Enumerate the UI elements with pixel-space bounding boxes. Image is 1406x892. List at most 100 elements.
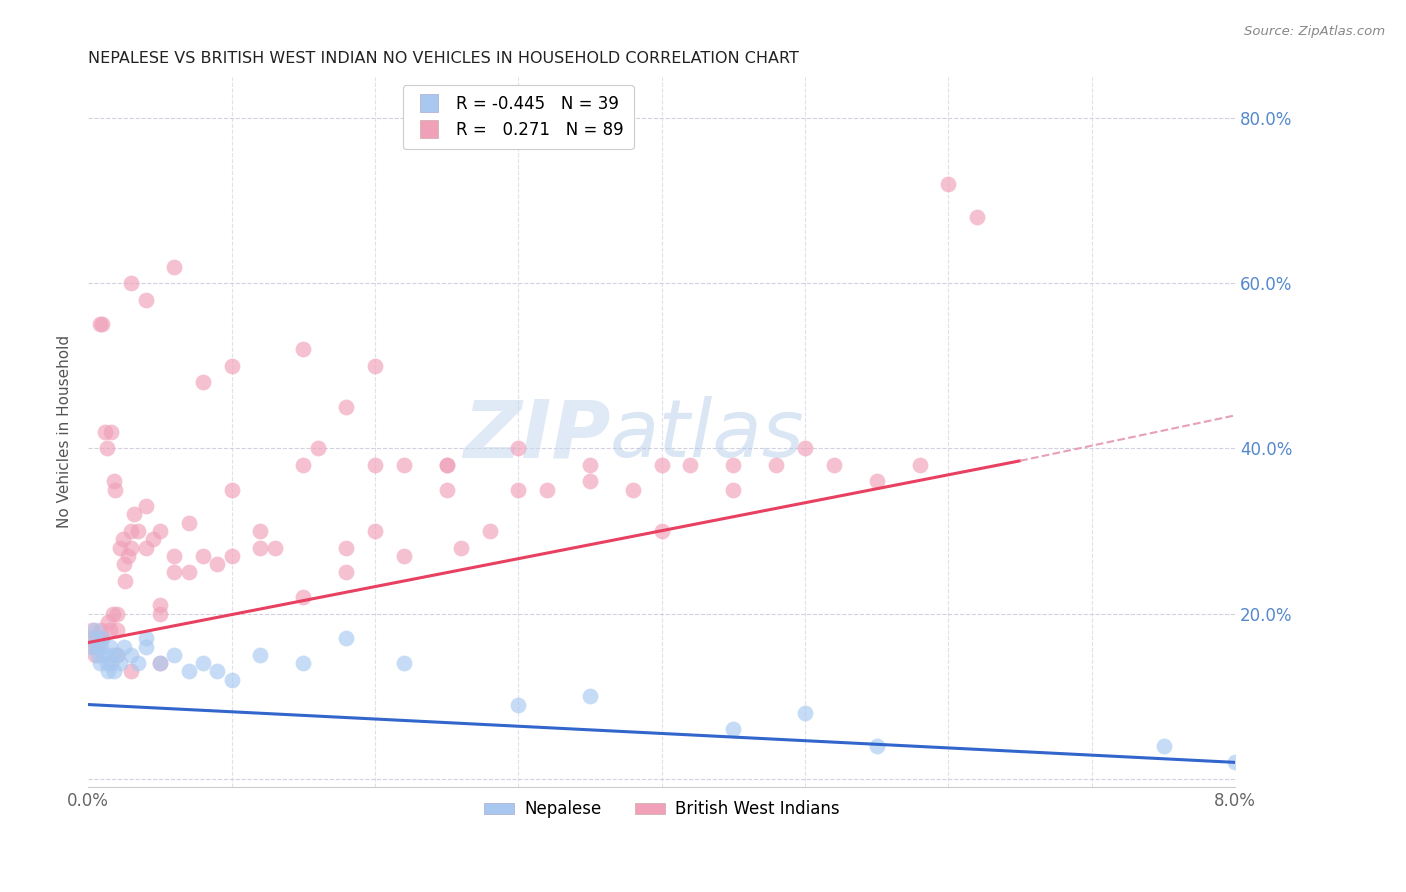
Point (87, 640, 110, 654)
Point (823, 458, 845, 472)
Point (866, 739, 889, 753)
Point (94, 425, 117, 439)
Point (221, 673, 243, 687)
Point (97, 665, 120, 679)
Point (335, 566, 357, 580)
Point (249, 648, 271, 662)
Point (292, 657, 315, 671)
Point (508, 442, 530, 456)
Point (794, 442, 817, 456)
Point (508, 698, 530, 712)
Point (114, 574, 136, 588)
Point (263, 541, 285, 555)
Point (392, 549, 415, 563)
Point (149, 607, 172, 621)
Point (679, 458, 702, 472)
Point (97, 615, 120, 629)
Point (122, 508, 145, 522)
Point (177, 665, 200, 679)
Point (86, 640, 108, 654)
Point (105, 623, 128, 637)
Point (91, 318, 114, 332)
Point (105, 648, 128, 662)
Point (112, 640, 135, 654)
Point (221, 359, 243, 373)
Point (90, 640, 112, 654)
Point (1225, 756, 1247, 770)
Point (205, 665, 228, 679)
Point (723, 458, 745, 472)
Point (205, 557, 228, 571)
Point (134, 541, 156, 555)
Point (83, 640, 105, 654)
Legend: Nepalese, British West Indians: Nepalese, British West Indians (478, 794, 846, 825)
Point (307, 442, 329, 456)
Point (111, 533, 134, 547)
Point (134, 640, 156, 654)
Point (142, 533, 165, 547)
Text: ZIP: ZIP (463, 396, 610, 475)
Point (134, 632, 156, 646)
Point (120, 648, 142, 662)
Point (89, 657, 111, 671)
Point (105, 648, 128, 662)
Point (80, 632, 103, 646)
Point (177, 566, 200, 580)
Point (938, 177, 960, 191)
Point (478, 524, 501, 538)
Point (579, 690, 602, 704)
Point (723, 723, 745, 737)
Text: Source: ZipAtlas.com: Source: ZipAtlas.com (1244, 25, 1385, 38)
Point (120, 276, 142, 290)
Point (80, 640, 103, 654)
Point (191, 657, 214, 671)
Point (127, 657, 149, 671)
Point (436, 458, 458, 472)
Point (221, 483, 243, 497)
Point (163, 566, 186, 580)
Point (120, 524, 142, 538)
Point (83, 632, 105, 646)
Point (90, 623, 112, 637)
Point (436, 483, 458, 497)
Point (84, 623, 107, 637)
Point (364, 458, 387, 472)
Point (908, 458, 931, 472)
Point (149, 524, 172, 538)
Point (249, 524, 271, 538)
Point (94, 648, 117, 662)
Text: NEPALESE VS BRITISH WEST INDIAN NO VEHICLES IN HOUSEHOLD CORRELATION CHART: NEPALESE VS BRITISH WEST INDIAN NO VEHIC… (89, 51, 799, 66)
Point (177, 516, 200, 530)
Point (117, 549, 139, 563)
Point (120, 665, 142, 679)
Point (651, 524, 673, 538)
Point (87, 648, 110, 662)
Point (579, 475, 602, 489)
Point (221, 549, 243, 563)
Point (96, 442, 118, 456)
Point (191, 549, 214, 563)
Point (1153, 739, 1175, 753)
Point (149, 657, 172, 671)
Point (98, 623, 121, 637)
Point (621, 483, 644, 497)
Point (163, 260, 186, 274)
Point (966, 210, 988, 224)
Point (112, 557, 135, 571)
Point (108, 541, 131, 555)
Point (86, 632, 108, 646)
Point (335, 632, 357, 646)
Point (134, 293, 156, 307)
Point (536, 483, 558, 497)
Point (392, 458, 415, 472)
Point (103, 475, 125, 489)
Point (191, 376, 214, 390)
Point (794, 706, 817, 720)
Point (249, 541, 271, 555)
Point (292, 590, 315, 604)
Point (392, 657, 415, 671)
Point (364, 359, 387, 373)
Y-axis label: No Vehicles in Household: No Vehicles in Household (58, 335, 72, 528)
Point (89, 318, 111, 332)
Point (364, 524, 387, 538)
